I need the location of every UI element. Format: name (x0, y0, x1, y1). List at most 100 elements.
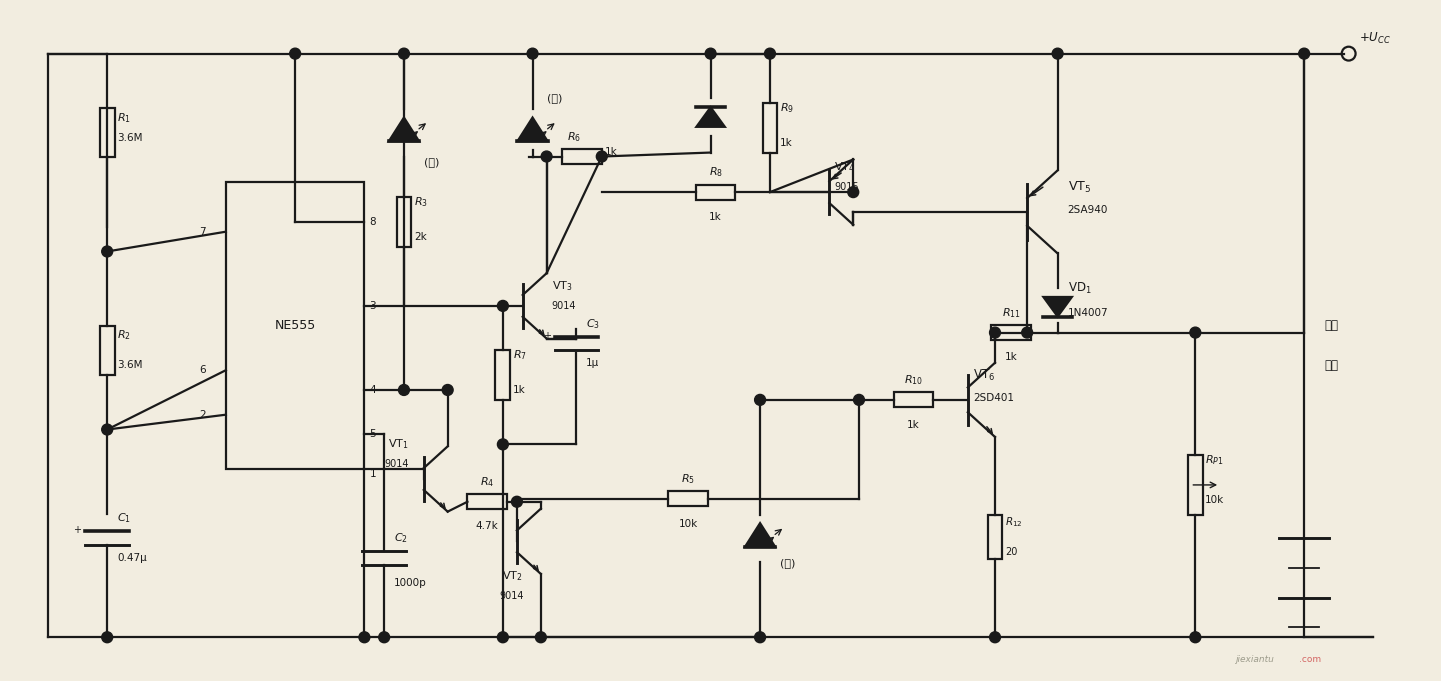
Text: 3.6M: 3.6M (117, 360, 143, 370)
Text: 1μ: 1μ (586, 358, 599, 368)
Circle shape (102, 632, 112, 643)
Circle shape (1052, 48, 1063, 59)
Circle shape (399, 48, 409, 59)
Circle shape (755, 632, 765, 643)
Bar (987, 515, 1003, 559)
Text: VT$_5$: VT$_5$ (1068, 180, 1091, 195)
Circle shape (1022, 327, 1033, 338)
Text: 6: 6 (199, 365, 206, 375)
Text: $R_8$: $R_8$ (709, 165, 722, 179)
Text: $R_4$: $R_4$ (480, 475, 494, 489)
Text: (黄): (黄) (548, 93, 563, 103)
Circle shape (497, 300, 509, 311)
Circle shape (1190, 632, 1200, 643)
Circle shape (512, 496, 522, 507)
Circle shape (497, 439, 509, 450)
Circle shape (853, 394, 865, 405)
Text: +: + (73, 526, 82, 535)
Text: $C_2$: $C_2$ (393, 531, 408, 545)
Text: 9014: 9014 (385, 459, 409, 469)
Text: $R_{11}$: $R_{11}$ (1001, 306, 1020, 319)
Circle shape (399, 385, 409, 396)
Circle shape (1190, 327, 1200, 338)
Text: 2k: 2k (414, 232, 427, 242)
Bar (696, 185, 735, 200)
Bar (226, 183, 365, 469)
Text: 1k: 1k (605, 146, 618, 157)
Circle shape (847, 187, 859, 197)
Text: 1k: 1k (513, 385, 526, 395)
Text: (红): (红) (780, 558, 795, 568)
Circle shape (102, 424, 112, 435)
Bar (496, 351, 510, 400)
Text: 1000p: 1000p (393, 578, 427, 588)
Text: $R_5$: $R_5$ (682, 472, 695, 486)
Text: 1k: 1k (780, 138, 793, 148)
Bar (396, 197, 411, 247)
Circle shape (102, 246, 112, 257)
Text: 1: 1 (369, 469, 376, 479)
Text: VD$_1$: VD$_1$ (1068, 281, 1091, 296)
Circle shape (1298, 48, 1310, 59)
Text: VT$_3$: VT$_3$ (552, 279, 572, 293)
Polygon shape (389, 118, 419, 142)
Bar (1187, 456, 1203, 515)
Text: 2SD401: 2SD401 (973, 393, 1014, 403)
Text: NE555: NE555 (275, 319, 316, 332)
Text: 1k: 1k (709, 212, 722, 222)
Text: VT$_1$: VT$_1$ (388, 437, 409, 452)
Bar (893, 392, 934, 407)
Text: $R_{P1}$: $R_{P1}$ (1205, 454, 1223, 467)
Text: $R_9$: $R_9$ (780, 101, 794, 115)
Circle shape (765, 48, 775, 59)
Text: 7: 7 (199, 227, 206, 237)
Text: 2: 2 (199, 410, 206, 419)
Circle shape (542, 151, 552, 162)
Text: $C_1$: $C_1$ (117, 511, 131, 526)
Polygon shape (517, 118, 548, 142)
Text: (绿): (绿) (424, 157, 440, 168)
Text: 5: 5 (369, 430, 376, 439)
Text: $R_{12}$: $R_{12}$ (1004, 516, 1023, 529)
Bar (762, 103, 777, 153)
Circle shape (290, 48, 301, 59)
Text: $R_7$: $R_7$ (513, 349, 527, 362)
Text: 9014: 9014 (552, 301, 576, 311)
Circle shape (379, 632, 389, 643)
Text: 20: 20 (1004, 547, 1017, 557)
Bar (669, 492, 708, 506)
Text: 9015: 9015 (834, 183, 859, 192)
Bar (562, 149, 602, 164)
Circle shape (527, 48, 537, 59)
Text: 1k: 1k (1004, 352, 1017, 362)
Polygon shape (1043, 297, 1072, 317)
Circle shape (359, 632, 370, 643)
Circle shape (597, 151, 607, 162)
Bar (991, 325, 1030, 340)
Text: jiexiantu: jiexiantu (1235, 655, 1274, 664)
Polygon shape (745, 523, 775, 547)
Circle shape (497, 632, 509, 643)
Text: 4: 4 (369, 385, 376, 395)
Text: $R_2$: $R_2$ (117, 329, 131, 343)
Text: 待充: 待充 (1324, 319, 1337, 332)
Bar (99, 108, 115, 157)
Text: VT$_6$: VT$_6$ (973, 368, 994, 383)
Bar (99, 326, 115, 375)
Text: VT$_4$: VT$_4$ (834, 161, 856, 174)
Polygon shape (696, 107, 725, 127)
Text: $R_{10}$: $R_{10}$ (904, 373, 922, 387)
Circle shape (990, 632, 1000, 643)
Text: $+U_{CC}$: $+U_{CC}$ (1359, 31, 1391, 46)
Text: 0.47μ: 0.47μ (117, 553, 147, 563)
Text: 8: 8 (369, 217, 376, 227)
Text: 1N4007: 1N4007 (1068, 308, 1108, 318)
Text: 3.6M: 3.6M (117, 133, 143, 143)
Circle shape (705, 48, 716, 59)
Text: 4.7k: 4.7k (476, 522, 499, 531)
Text: $R_1$: $R_1$ (117, 111, 131, 125)
Text: 电池: 电池 (1324, 359, 1337, 372)
Circle shape (990, 327, 1000, 338)
Text: 9014: 9014 (500, 590, 525, 601)
Text: 10k: 10k (1205, 495, 1225, 505)
